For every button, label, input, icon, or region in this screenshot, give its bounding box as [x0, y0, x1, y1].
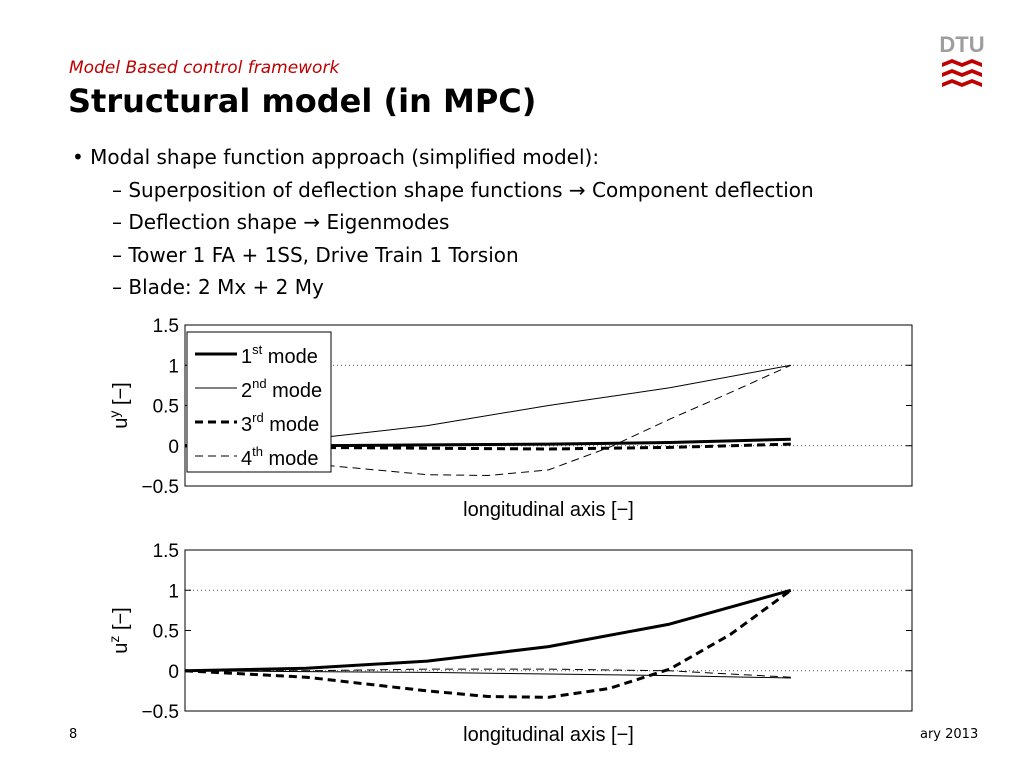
sub-bullet-item: – Superposition of deflection shape func…: [112, 177, 814, 202]
slide-subtitle: Model Based control framework: [69, 58, 340, 78]
legend-label: 3rd mode: [241, 410, 319, 436]
sub-bullet-item: – Tower 1 FA + 1SS, Drive Train 1 Torsio…: [112, 242, 519, 267]
slide-title: Structural model (in MPC): [68, 82, 537, 120]
sub-bullet-item: – Blade: 2 Mx + 2 My: [112, 275, 324, 299]
series-line-1: [184, 588, 792, 673]
footer-date: ary 2013: [920, 727, 979, 742]
sub-bullet-item: – Deflection shape → Eigenmodes: [112, 210, 450, 234]
y-tick-label: 1: [168, 356, 179, 377]
bullet-list: • Modal shape function approach (simplif…: [72, 141, 814, 304]
logo-text: DTU: [939, 32, 984, 57]
y-tick-label: 0: [168, 662, 179, 683]
dtu-logo: DTU: [938, 30, 986, 92]
series-line-4: [185, 668, 791, 678]
bullet-item: • Modal shape function approach (simplif…: [72, 145, 600, 169]
series-line-2: [184, 670, 791, 679]
y-tick-label: 0: [168, 437, 179, 458]
y-tick-label: 1.5: [153, 541, 179, 562]
chart-uz-svg: 1.5 1 0.5 0 −0.5 uz [−] longitudinal axis [−]: [106, 541, 913, 746]
y-tick-label: 1.5: [153, 316, 179, 337]
y-axis-label: uz [−]: [106, 607, 132, 653]
plot-frame: [184, 549, 913, 712]
series-line-3: [184, 442, 791, 451]
y-tick-label: 1: [168, 581, 179, 602]
legend-label: 4th mode: [241, 444, 319, 470]
y-tick-label: −0.5: [141, 702, 179, 723]
y-tick-label: 0.5: [153, 622, 179, 643]
series-line-4: [184, 364, 792, 476]
page-number: 8: [69, 727, 78, 742]
chart-uy-svg: 1.5 1 0.5 0 −0.5 uy [−] longitudinal axis [−] 1…: [106, 316, 913, 521]
chart-uy: 1.5 1 0.5 0 −0.5 uy [−] longitudinal axis [−] 1…: [95, 313, 925, 523]
y-tick-label: −0.5: [141, 477, 179, 498]
x-axis-label: longitudinal axis [−]: [463, 499, 634, 521]
legend-label: 2nd mode: [241, 376, 322, 402]
series-line-3: [184, 589, 792, 699]
chart-uz: 1.5 1 0.5 0 −0.5 uz [−] longitudinal axis [−]: [95, 538, 925, 748]
y-axis-label: uy [−]: [106, 382, 132, 428]
legend-label: 1st mode: [241, 342, 318, 368]
y-tick-label: 0.5: [153, 397, 179, 418]
x-axis-label: longitudinal axis [−]: [463, 724, 634, 746]
logo-waves-icon: [942, 59, 982, 87]
